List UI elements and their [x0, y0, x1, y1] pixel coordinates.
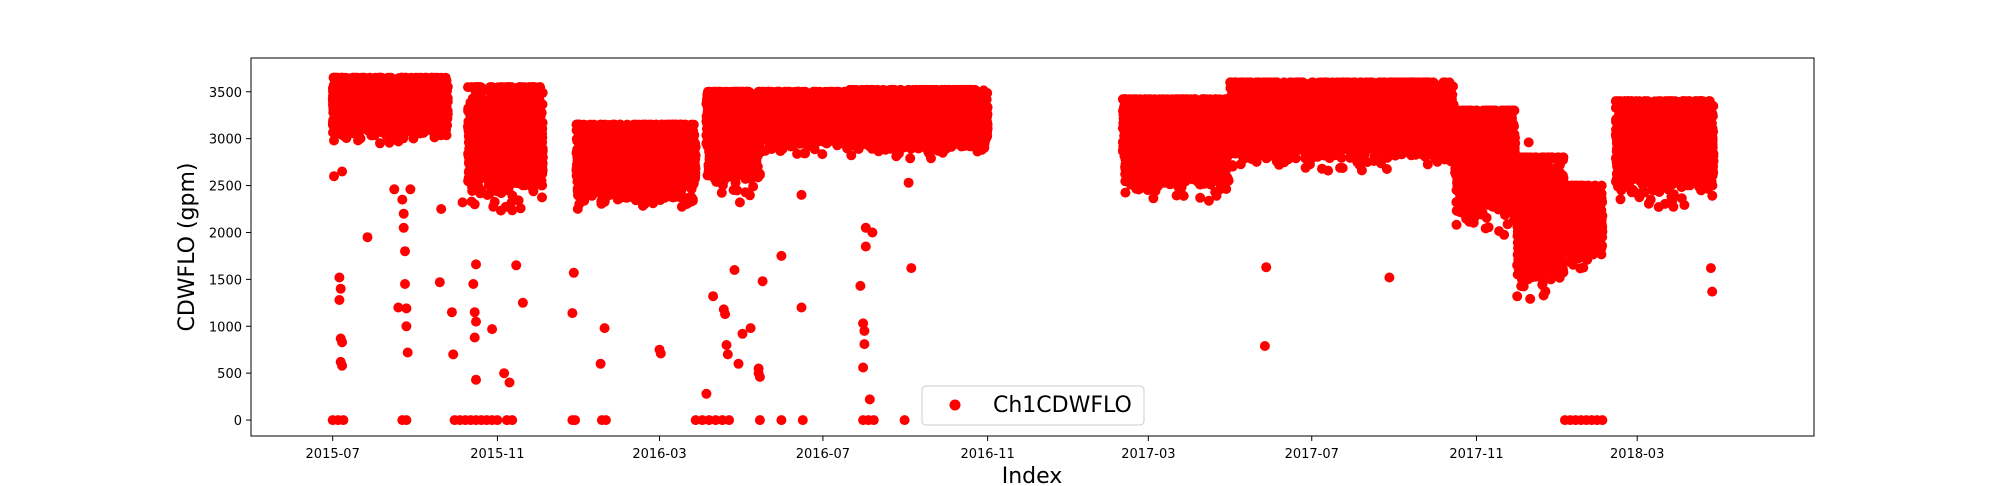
- data-point: [527, 98, 538, 109]
- data-point: [501, 82, 511, 93]
- data-point: [492, 165, 503, 175]
- data-point: [487, 141, 498, 152]
- data-point: [329, 135, 339, 146]
- data-point: [517, 160, 528, 171]
- data-point: [482, 190, 493, 200]
- data-point: [436, 107, 447, 118]
- data-point: [514, 124, 524, 135]
- data-point: [397, 107, 408, 118]
- data-point: [528, 82, 538, 93]
- data-point: [410, 87, 420, 97]
- data-point: [465, 120, 476, 131]
- data-point: [332, 115, 343, 126]
- data-point: [369, 101, 379, 112]
- data-point: [357, 107, 367, 118]
- data-point: [492, 186, 503, 197]
- data-point: [511, 143, 522, 154]
- data-point: [393, 93, 403, 104]
- data-point: [361, 77, 371, 88]
- data-point: [473, 145, 484, 156]
- data-point: [437, 89, 447, 100]
- data-point: [342, 73, 353, 84]
- data-point: [501, 165, 512, 176]
- data-point: [637, 200, 648, 211]
- data-point: [505, 154, 516, 165]
- data-point: [437, 126, 448, 137]
- data-point: [574, 199, 585, 209]
- data-point: [531, 115, 542, 125]
- data-point: [514, 82, 525, 93]
- data-point: [523, 139, 534, 150]
- data-point: [489, 196, 500, 207]
- data-point: [495, 205, 506, 216]
- data-point: [535, 142, 546, 153]
- data-point: [466, 157, 477, 168]
- data-point: [409, 115, 420, 126]
- data-points: [327, 72, 1719, 426]
- data-point: [537, 192, 547, 203]
- data-point: [329, 96, 339, 107]
- data-point: [507, 190, 518, 201]
- data-point: [536, 125, 547, 135]
- data-point: [383, 96, 394, 107]
- data-point: [476, 158, 487, 169]
- data-point: [352, 83, 362, 94]
- data-point: [504, 103, 515, 114]
- data-point: [489, 108, 500, 119]
- data-point: [464, 103, 475, 114]
- data-point: [606, 120, 617, 131]
- data-point: [687, 195, 698, 206]
- data-point: [480, 115, 491, 125]
- data-point: [375, 138, 385, 149]
- data-point: [492, 125, 502, 136]
- data-point: [488, 150, 499, 161]
- data-point: [355, 133, 366, 144]
- data-point: [373, 118, 384, 129]
- data-point: [338, 123, 349, 134]
- data-point: [483, 174, 494, 185]
- data-point: [517, 177, 528, 188]
- data-point: [357, 119, 367, 130]
- data-point: [470, 179, 481, 190]
- data-point: [378, 82, 389, 93]
- data-point: [386, 72, 396, 83]
- data-point: [405, 77, 416, 88]
- data-point: [586, 123, 597, 134]
- data-point: [415, 104, 426, 115]
- data-point: [537, 165, 548, 176]
- data-point: [387, 122, 398, 133]
- data-point: [419, 78, 430, 88]
- data-point: [405, 96, 416, 107]
- data-point: [438, 75, 449, 86]
- data-point: [430, 116, 440, 127]
- data-point: [536, 175, 547, 186]
